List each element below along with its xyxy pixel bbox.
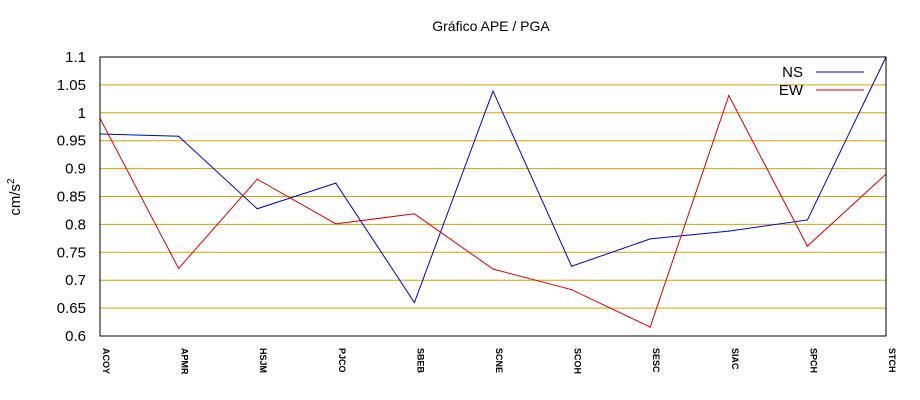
y-tick-label: 0.65 <box>57 300 86 317</box>
data-point-ns <box>492 90 494 92</box>
x-tick-label: PJCO <box>337 348 347 373</box>
y-tick-label: 1.05 <box>57 77 86 94</box>
gridlines <box>100 56 886 337</box>
y-tick-label: 0.75 <box>57 244 86 261</box>
y-tick-label: 1.1 <box>65 49 86 66</box>
x-tick-label: SCNE <box>494 348 504 373</box>
x-tick-label: APMR <box>180 348 190 375</box>
y-axis-label: cm/s2 <box>6 178 24 216</box>
series-lines <box>99 56 887 328</box>
data-point-ew <box>335 223 337 225</box>
data-point-ew <box>806 245 809 247</box>
y-axis-label-unit: cm/s <box>7 184 24 216</box>
data-point-ew <box>728 94 730 97</box>
data-point-ew <box>649 326 651 328</box>
legend-label: NS <box>782 64 803 81</box>
x-tick-label: SBEB <box>415 348 425 374</box>
y-axis-ticks: 0.6 0.65 0.7 0.75 0.8 0.85 0.9 0.95 1 1.05 1.1 <box>57 49 86 345</box>
y-tick-label: 0.7 <box>65 272 86 289</box>
data-point-ew <box>571 289 573 291</box>
data-point-ew <box>256 178 258 180</box>
x-tick-label: SPCH <box>808 348 818 373</box>
y-tick-label: 0.85 <box>57 189 86 206</box>
x-tick-label: STCH <box>887 348 897 373</box>
y-tick-label: 0.95 <box>57 133 86 150</box>
y-tick-label: 0.9 <box>65 161 86 178</box>
data-point-ns <box>256 208 258 210</box>
y-tick-label: 1 <box>78 105 86 122</box>
data-point-ns <box>649 238 651 240</box>
legend-label: EW <box>779 82 804 99</box>
data-point-ns <box>806 219 809 221</box>
y-tick-label: 0.8 <box>65 216 86 233</box>
series-line-ew <box>99 94 887 328</box>
y-tick-label: 0.6 <box>65 328 86 345</box>
x-axis-ticks: ACOY APMR HSJM PJCO SBEB SCNE SCOH SESC SIAC SPCH… <box>101 348 897 375</box>
plot-frame <box>99 56 887 337</box>
data-point-ns <box>413 301 415 304</box>
data-point-ew <box>413 213 415 215</box>
data-point-ns <box>178 135 180 137</box>
data-point-ns <box>335 182 337 184</box>
data-point-ns <box>571 265 573 267</box>
x-tick-label: SESC <box>651 348 661 373</box>
chart-title: Gráfico APE / PGA <box>432 18 550 34</box>
x-tick-label: SIAC <box>730 348 740 370</box>
x-tick-label: ACOY <box>101 348 111 374</box>
series-line-ns <box>99 56 887 304</box>
data-point-ew <box>178 267 180 270</box>
data-point-ns <box>728 230 730 232</box>
y-axis-label-exponent: 2 <box>6 178 17 184</box>
x-tick-label: HSJM <box>258 348 268 373</box>
data-point-ew <box>492 268 494 270</box>
x-tick-label: SCOH <box>573 348 583 374</box>
